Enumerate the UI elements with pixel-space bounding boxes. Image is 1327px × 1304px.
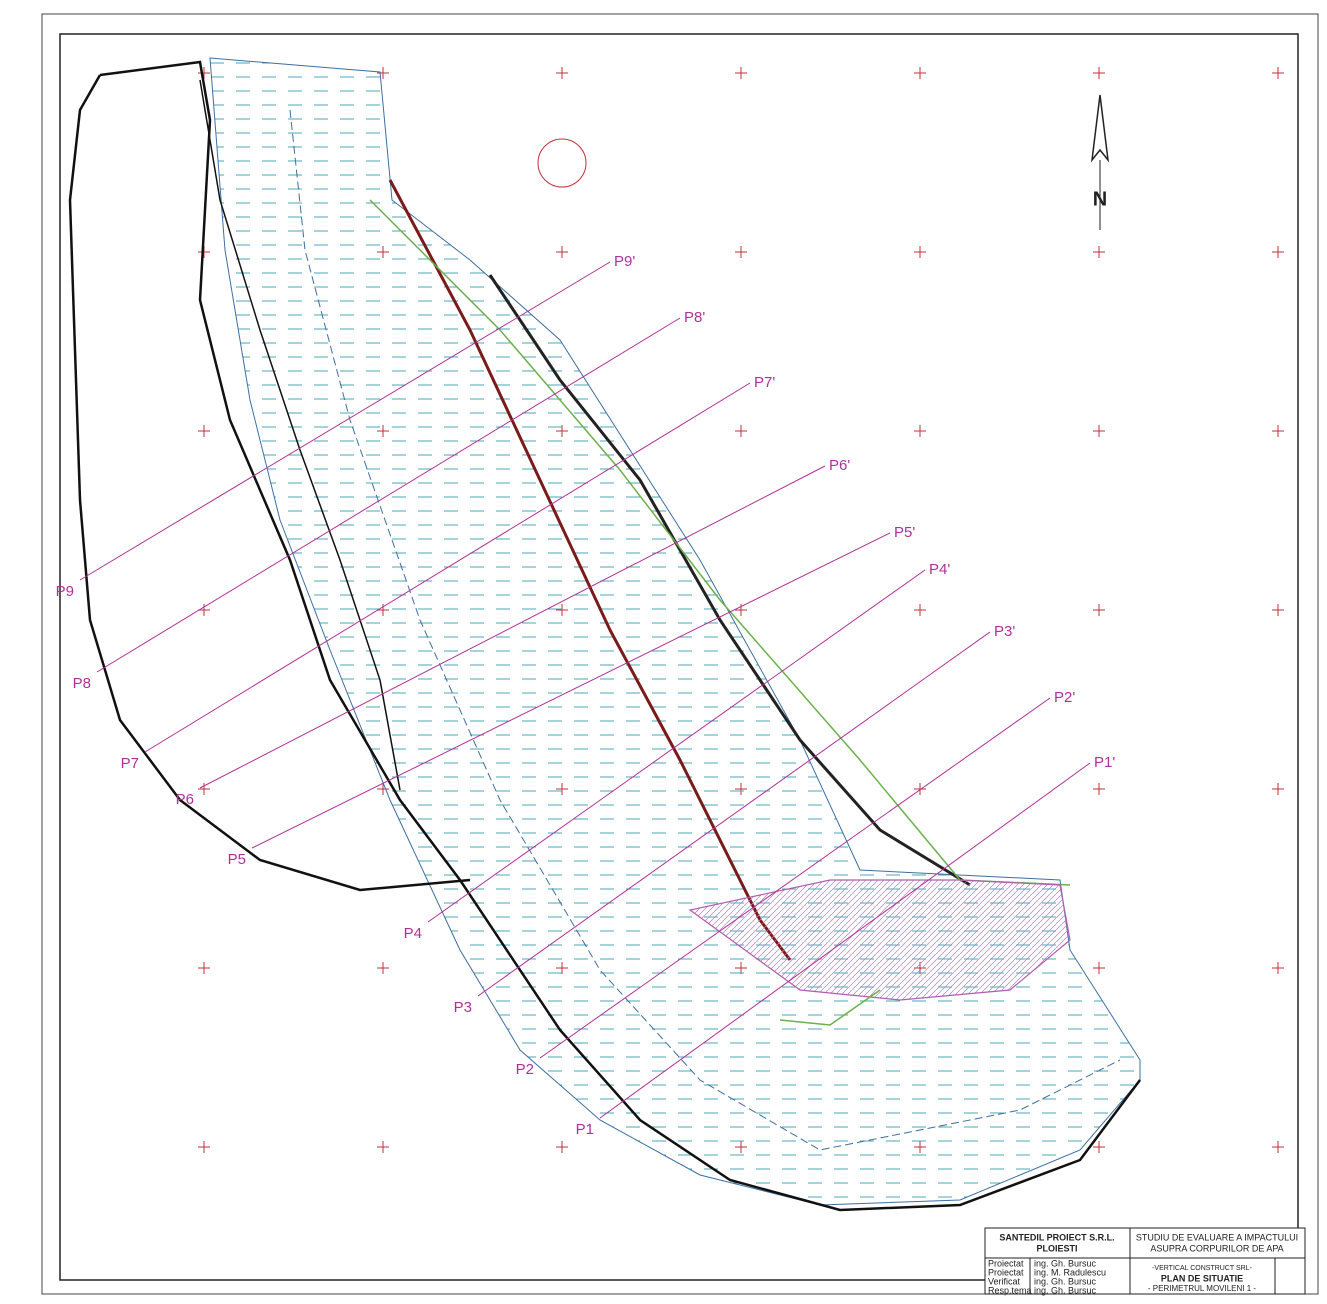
profile-start: P7 bbox=[121, 755, 139, 772]
profile-line bbox=[599, 762, 1091, 1119]
person: ing. M. Radulescu bbox=[1034, 1267, 1106, 1277]
person: ing. Gh. Bursuc bbox=[1034, 1258, 1097, 1268]
profile-line bbox=[427, 569, 926, 923]
profile-end: P1' bbox=[1094, 754, 1115, 771]
profile-end: P9' bbox=[614, 253, 635, 270]
profile-start: P3 bbox=[454, 999, 472, 1016]
profile-end: P4' bbox=[929, 561, 950, 578]
extraction-area bbox=[688, 879, 1071, 1001]
profile-line bbox=[144, 382, 751, 753]
north-label: N bbox=[1093, 188, 1107, 210]
profile-start: P4 bbox=[404, 925, 422, 942]
profile-line bbox=[539, 697, 1051, 1059]
role: Resp.tema bbox=[988, 1285, 1032, 1295]
profile-end: P2' bbox=[1054, 689, 1075, 706]
client: -VERTICAL CONSTRUCT SRL- bbox=[1152, 1265, 1252, 1272]
sheet-border bbox=[41, 13, 1319, 1295]
signature-rows: Proiectat ing. Gh. Bursuc Proiectat ing. M.… bbox=[988, 1258, 1106, 1295]
drawing-subtitle: - PERIMETRUL MOVILENI 1 - bbox=[1148, 1284, 1257, 1293]
role: Proiectat bbox=[988, 1267, 1024, 1277]
profile-line bbox=[199, 465, 826, 789]
profile-start: P8 bbox=[73, 675, 91, 692]
title-block: SANTEDIL PROIECT S.R.L. PLOIESTI STUDIU … bbox=[984, 1227, 1306, 1295]
profile-end: P8' bbox=[684, 309, 705, 326]
profile-line bbox=[96, 317, 681, 673]
perimeter-green-south bbox=[779, 989, 881, 1026]
profile-start: P1 bbox=[576, 1121, 594, 1138]
profile-end: P3' bbox=[994, 623, 1015, 640]
profile-start: P2 bbox=[516, 1061, 534, 1078]
profile-line bbox=[477, 631, 991, 997]
dike-right bbox=[488, 274, 971, 887]
study-title: STUDIU DE EVALUARE A IMPACTULUI bbox=[1136, 1232, 1298, 1242]
role: Proiectat bbox=[988, 1258, 1024, 1268]
outer-shore bbox=[99, 60, 1141, 1212]
profile-start: P9 bbox=[56, 583, 74, 600]
city: PLOIESTI bbox=[1036, 1243, 1077, 1253]
north-arrow-shape bbox=[1090, 94, 1110, 163]
west-shore bbox=[68, 74, 471, 892]
person: ing. Gh. Bursuc bbox=[1034, 1276, 1097, 1286]
person: ing. Gh. Bursuc bbox=[1034, 1285, 1097, 1295]
profile-end: P6' bbox=[829, 457, 850, 474]
role: Verificat bbox=[988, 1276, 1021, 1286]
drawing-title: PLAN DE SITUATIE bbox=[1161, 1273, 1243, 1283]
reference-circle bbox=[537, 138, 587, 188]
profile-start: P5 bbox=[228, 851, 246, 868]
profile-start: P6 bbox=[176, 791, 194, 808]
profile-line bbox=[251, 532, 891, 849]
axis-line bbox=[289, 109, 1121, 1151]
profile-end: P5' bbox=[894, 524, 915, 541]
north-arrow: N bbox=[1090, 94, 1110, 230]
map-frame bbox=[59, 33, 1299, 1281]
profiles: P1 P1' P2 P2' P3 P3' P4 P4' P5 P5' P6 P6' P7 P7' P8 P8'… bbox=[56, 253, 1116, 1138]
inner-shore bbox=[199, 79, 401, 791]
title-block-frame bbox=[984, 1227, 1306, 1295]
study-title: ASUPRA CORPURILOR DE APA bbox=[1150, 1243, 1283, 1253]
company: SANTEDIL PROIECT S.R.L. bbox=[999, 1232, 1114, 1242]
profile-end: P7' bbox=[754, 374, 775, 391]
profile-line bbox=[79, 261, 611, 581]
